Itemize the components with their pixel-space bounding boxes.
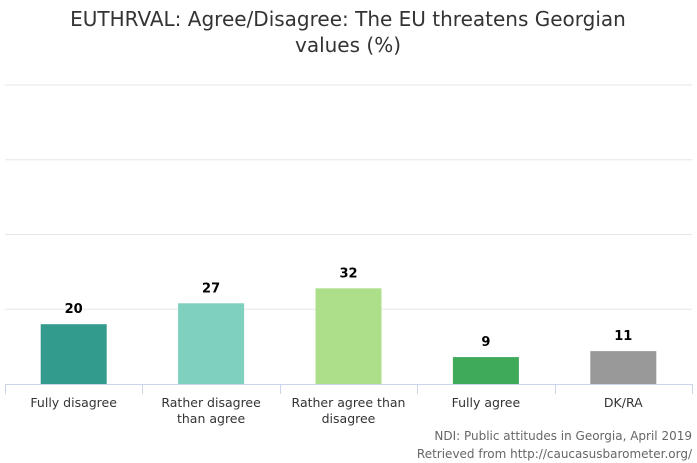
x-tick-label: Fully agree [451,395,521,410]
value-label: 20 [65,302,83,317]
bar [178,303,245,384]
x-tick-label: Rather agree than disagree [291,395,406,426]
chart-title: EUTHRVAL: Agree/Disagree: The EU threate… [70,7,626,57]
x-tick-label: DK/RA [603,395,643,410]
value-label: 27 [202,281,220,296]
bar [452,357,519,384]
x-tick-label: Fully disagree [30,395,117,410]
bar [315,288,382,384]
value-label: 32 [339,266,357,281]
value-label: 9 [481,335,490,350]
x-tick-label: Rather disagree than agree [161,395,261,426]
value-label: 11 [614,329,632,344]
bar [40,324,107,384]
bar [590,351,657,384]
source-line: Retrieved from http://caucasusbarometer.… [416,447,692,461]
source-line: NDI: Public attitudes in Georgia, April … [434,429,692,443]
